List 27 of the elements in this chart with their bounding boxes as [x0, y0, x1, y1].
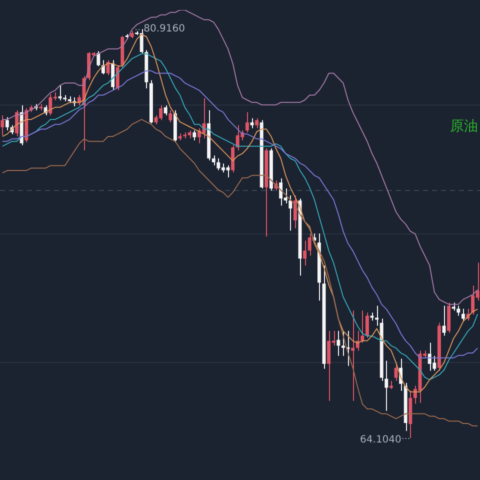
candlestick [375, 305, 379, 326]
candlestick [192, 130, 196, 141]
candlestick [456, 305, 460, 316]
candlestick [303, 240, 307, 266]
candlestick [336, 330, 340, 356]
candlestick [96, 50, 100, 67]
candlestick [293, 194, 297, 229]
candlestick [308, 233, 312, 256]
candlestick [365, 312, 369, 338]
candlestick [231, 144, 235, 173]
annotation: 原油 [450, 118, 478, 134]
candlestick [111, 60, 115, 91]
candlestick [0, 114, 4, 136]
candlestick [442, 305, 446, 336]
candlestick [168, 110, 172, 123]
candlestick [255, 118, 259, 129]
candlestick [5, 116, 9, 131]
candlestick [116, 64, 120, 91]
candlestick [245, 112, 249, 133]
annotation: 80.9160 [144, 24, 185, 35]
candlestick [250, 118, 254, 129]
candlestick [15, 110, 19, 137]
candlestick [351, 310, 355, 402]
candlestick [164, 104, 168, 116]
annotation: 64.1040 [360, 434, 402, 446]
candlestick [461, 308, 465, 322]
candlestick [341, 330, 345, 356]
